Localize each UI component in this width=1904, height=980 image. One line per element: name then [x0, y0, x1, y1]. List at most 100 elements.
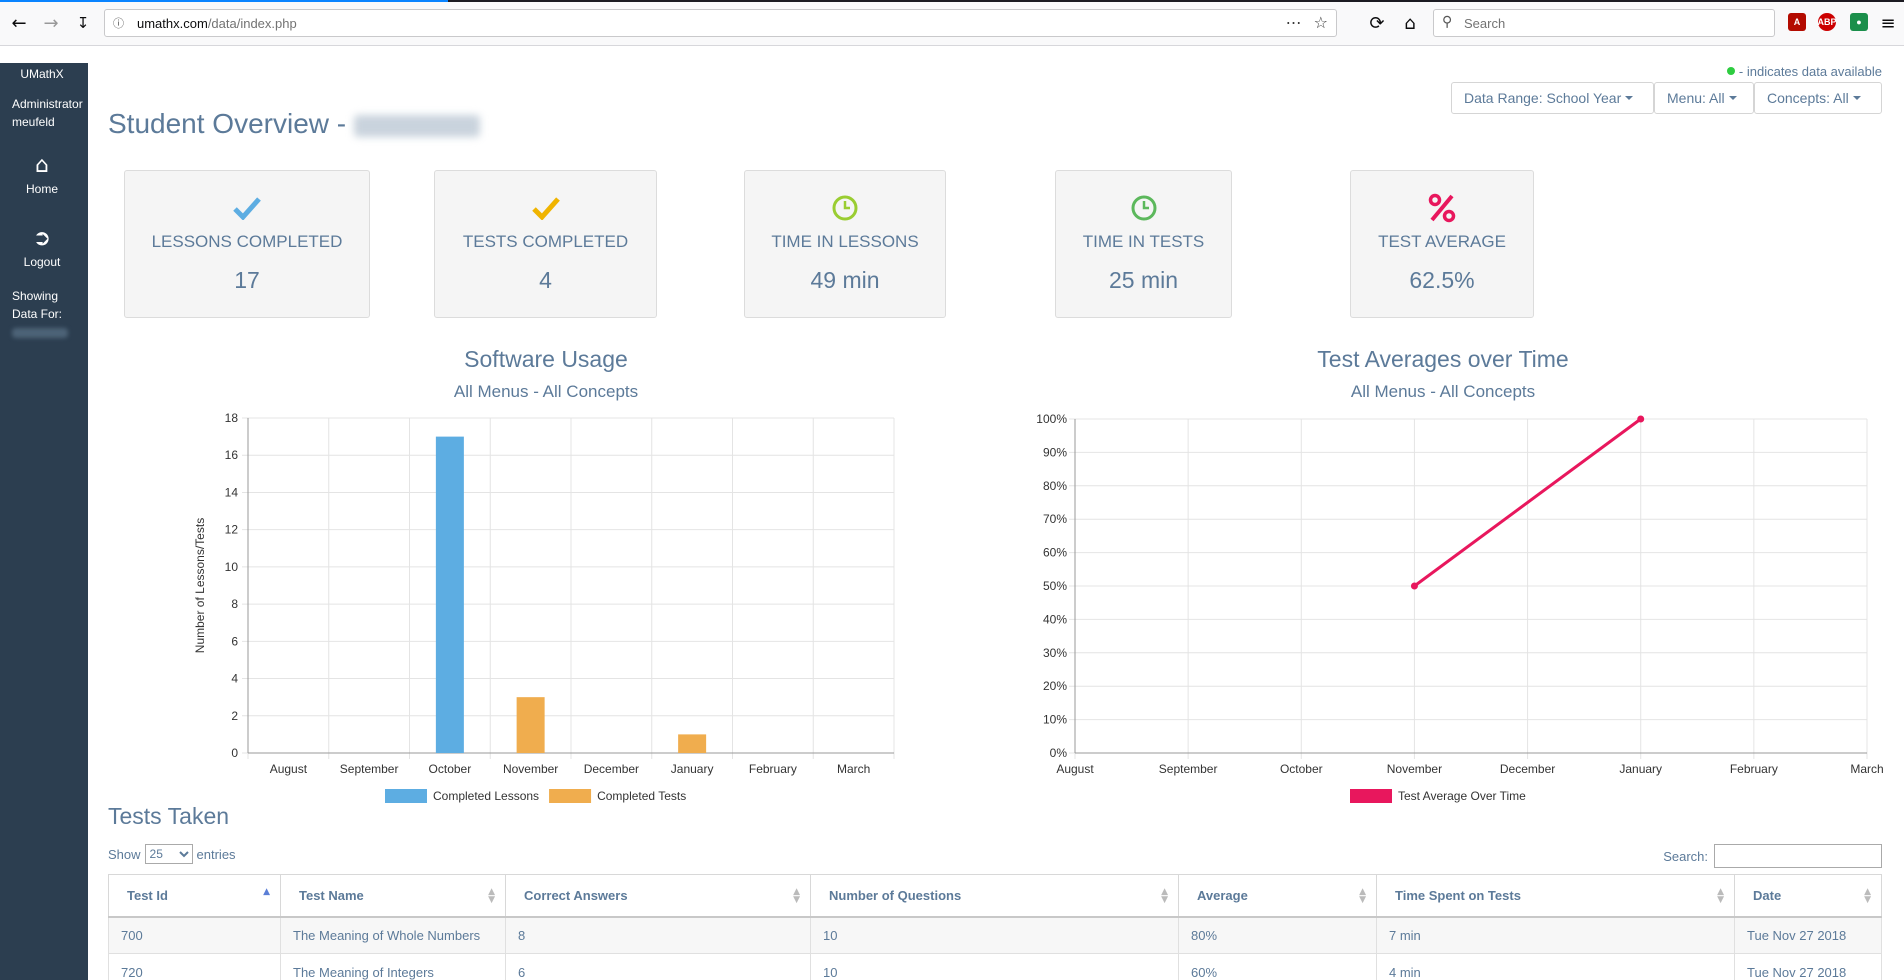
y-tick-label: 50%: [1043, 579, 1067, 593]
more-actions-icon[interactable]: ⋯: [1285, 13, 1302, 32]
cell-number-of-questions: 10: [810, 916, 1179, 954]
y-tick-label: 80%: [1043, 479, 1067, 493]
showing-data-for: Showing Data For:: [12, 287, 68, 341]
sort-icon: ▲ ▼: [488, 887, 495, 905]
stat-card-lessons-completed: LESSONS COMPLETED 17: [124, 170, 370, 318]
sidebar-item-logout[interactable]: ➲ Logout: [0, 226, 84, 269]
column-label: Time Spent on Tests: [1395, 887, 1521, 903]
table-search: Search:: [1663, 844, 1882, 868]
legend-swatch: [1350, 789, 1392, 803]
stat-value: 49 min: [810, 267, 880, 293]
home-icon[interactable]: ⌂: [1404, 12, 1416, 34]
cell-time-spent: 7 min: [1376, 916, 1735, 954]
url-text: umathx.com/data/index.php: [137, 16, 297, 31]
bookmark-star-icon[interactable]: ☆: [1313, 13, 1328, 32]
x-tick-label: January: [671, 762, 714, 776]
x-tick-label: February: [1730, 762, 1778, 776]
green-dot-icon: [1726, 67, 1735, 75]
y-tick-label: 60%: [1043, 546, 1067, 560]
menu-icon[interactable]: ≡: [1880, 12, 1896, 34]
stat-value: 17: [234, 267, 260, 293]
test-averages-chart: 0% 10% 20% 30% 40% 50% 60% 70% 80% 90% 100% August S…: [1036, 412, 1884, 803]
legend-label: Test Average Over Time: [1398, 789, 1526, 803]
legend-label: Completed Lessons: [433, 789, 539, 803]
dropdown-label: Menu: All: [1667, 90, 1725, 106]
back-icon[interactable]: ←: [11, 12, 27, 34]
entries-label: entries: [196, 846, 236, 862]
logout-icon: ➲: [32, 226, 52, 251]
address-bar[interactable]: ⓘ umathx.com/data/index.php ⋯ ☆: [104, 9, 1337, 37]
y-tick-label: 6: [231, 634, 238, 648]
sort-icon: ▲ ▼: [1161, 887, 1168, 905]
caret-down-icon: [1728, 96, 1737, 100]
sort-asc-icon: ▲: [263, 887, 270, 897]
y-tick-label: 8: [231, 597, 238, 611]
table-search-input[interactable]: [1714, 844, 1882, 868]
stat-label: TIME IN TESTS: [1082, 232, 1205, 251]
bar: [678, 734, 707, 753]
column-header-test-id[interactable]: Test Id ▲: [108, 874, 281, 918]
page-title-text: Student Overview -: [108, 108, 347, 139]
menu-dropdown[interactable]: Menu: All: [1654, 82, 1754, 114]
column-header-number-of-questions[interactable]: Number of Questions ▲ ▼: [810, 874, 1179, 918]
column-label: Date: [1753, 887, 1782, 903]
page-size-select[interactable]: 25: [144, 844, 193, 864]
data-range-dropdown[interactable]: Data Range: School Year: [1451, 82, 1654, 114]
y-tick-label: 0: [231, 746, 238, 760]
sidebar-item-home[interactable]: ⌂ Home: [0, 153, 84, 196]
x-tick-label: November: [503, 762, 558, 776]
legend-label: Completed Tests: [597, 789, 686, 803]
stat-card-test-average: TEST AVERAGE 62.5%: [1350, 170, 1534, 318]
sidebar: UMathX Administrator meufeld ⌂ Home ➲ Lo…: [0, 63, 88, 980]
x-tick-label: December: [584, 762, 639, 776]
tests-table: Test Id ▲ Test Name ▲ ▼ Correct Answers ▲ ▼ N…: [108, 874, 1882, 980]
data-available-note: - indicates data available: [1726, 64, 1882, 79]
column-label: Correct Answers: [524, 887, 628, 903]
extension-icon[interactable]: ●: [1850, 13, 1868, 31]
library-icon[interactable]: ↧: [76, 14, 90, 32]
cell-average: 60%: [1178, 953, 1377, 980]
table-row: 720 The Meaning of Integers 6 10 60% 4 m…: [108, 953, 1882, 980]
data-point: [1637, 415, 1645, 423]
table-row: 700 The Meaning of Whole Numbers 8 10 80…: [108, 916, 1882, 954]
cell-time-spent: 4 min: [1376, 953, 1735, 980]
data-point: [1410, 582, 1418, 590]
y-tick-label: 4: [231, 672, 238, 686]
home-icon: ⌂: [35, 153, 49, 178]
redacted-student-name: [353, 114, 480, 137]
browser-toolbar: ← → ↧ ⓘ umathx.com/data/index.php ⋯ ☆ ⟳ …: [0, 0, 1904, 46]
cell-correct-answers: 6: [505, 953, 811, 980]
x-tick-label: October: [1280, 762, 1323, 776]
cell-test-id: 720: [108, 953, 281, 980]
stat-card-time-in-lessons: TIME IN LESSONS 49 min: [744, 170, 946, 318]
search-placeholder: Search: [1464, 16, 1506, 31]
browser-search-input[interactable]: ⚲ Search: [1433, 9, 1775, 37]
column-header-correct-answers[interactable]: Correct Answers ▲ ▼: [505, 874, 811, 918]
bar: [516, 697, 545, 753]
reload-icon[interactable]: ⟳: [1369, 12, 1385, 34]
x-tick-label: March: [1850, 762, 1883, 776]
x-tick-label: January: [1619, 762, 1662, 776]
user-name: meufeld: [12, 115, 55, 129]
y-tick-label: 12: [225, 523, 239, 537]
column-header-average[interactable]: Average ▲ ▼: [1178, 874, 1377, 918]
stat-label: LESSONS COMPLETED: [151, 232, 343, 251]
y-tick-label: 100%: [1036, 412, 1067, 426]
brand-label: UMathX: [20, 67, 64, 81]
column-header-time-spent[interactable]: Time Spent on Tests ▲ ▼: [1376, 874, 1735, 918]
cell-test-id: 700: [108, 916, 281, 954]
x-tick-label: August: [270, 762, 308, 776]
column-label: Test Id: [127, 887, 168, 903]
tests-taken-title: Tests Taken: [108, 803, 230, 829]
y-tick-label: 10%: [1043, 713, 1067, 727]
table-header-row: Test Id ▲ Test Name ▲ ▼ Correct Answers ▲ ▼ N…: [108, 874, 1882, 918]
pdf-extension-icon[interactable]: A: [1788, 13, 1806, 31]
concepts-dropdown[interactable]: Concepts: All: [1754, 82, 1882, 114]
column-header-date[interactable]: Date ▲ ▼: [1734, 874, 1882, 918]
info-icon[interactable]: ⓘ: [113, 17, 124, 30]
user-info: Administrator meufeld: [12, 95, 83, 131]
y-tick-label: 90%: [1043, 445, 1067, 459]
adblock-icon[interactable]: ABP: [1818, 13, 1837, 31]
forward-icon[interactable]: →: [43, 12, 59, 34]
column-header-test-name[interactable]: Test Name ▲ ▼: [280, 874, 506, 918]
